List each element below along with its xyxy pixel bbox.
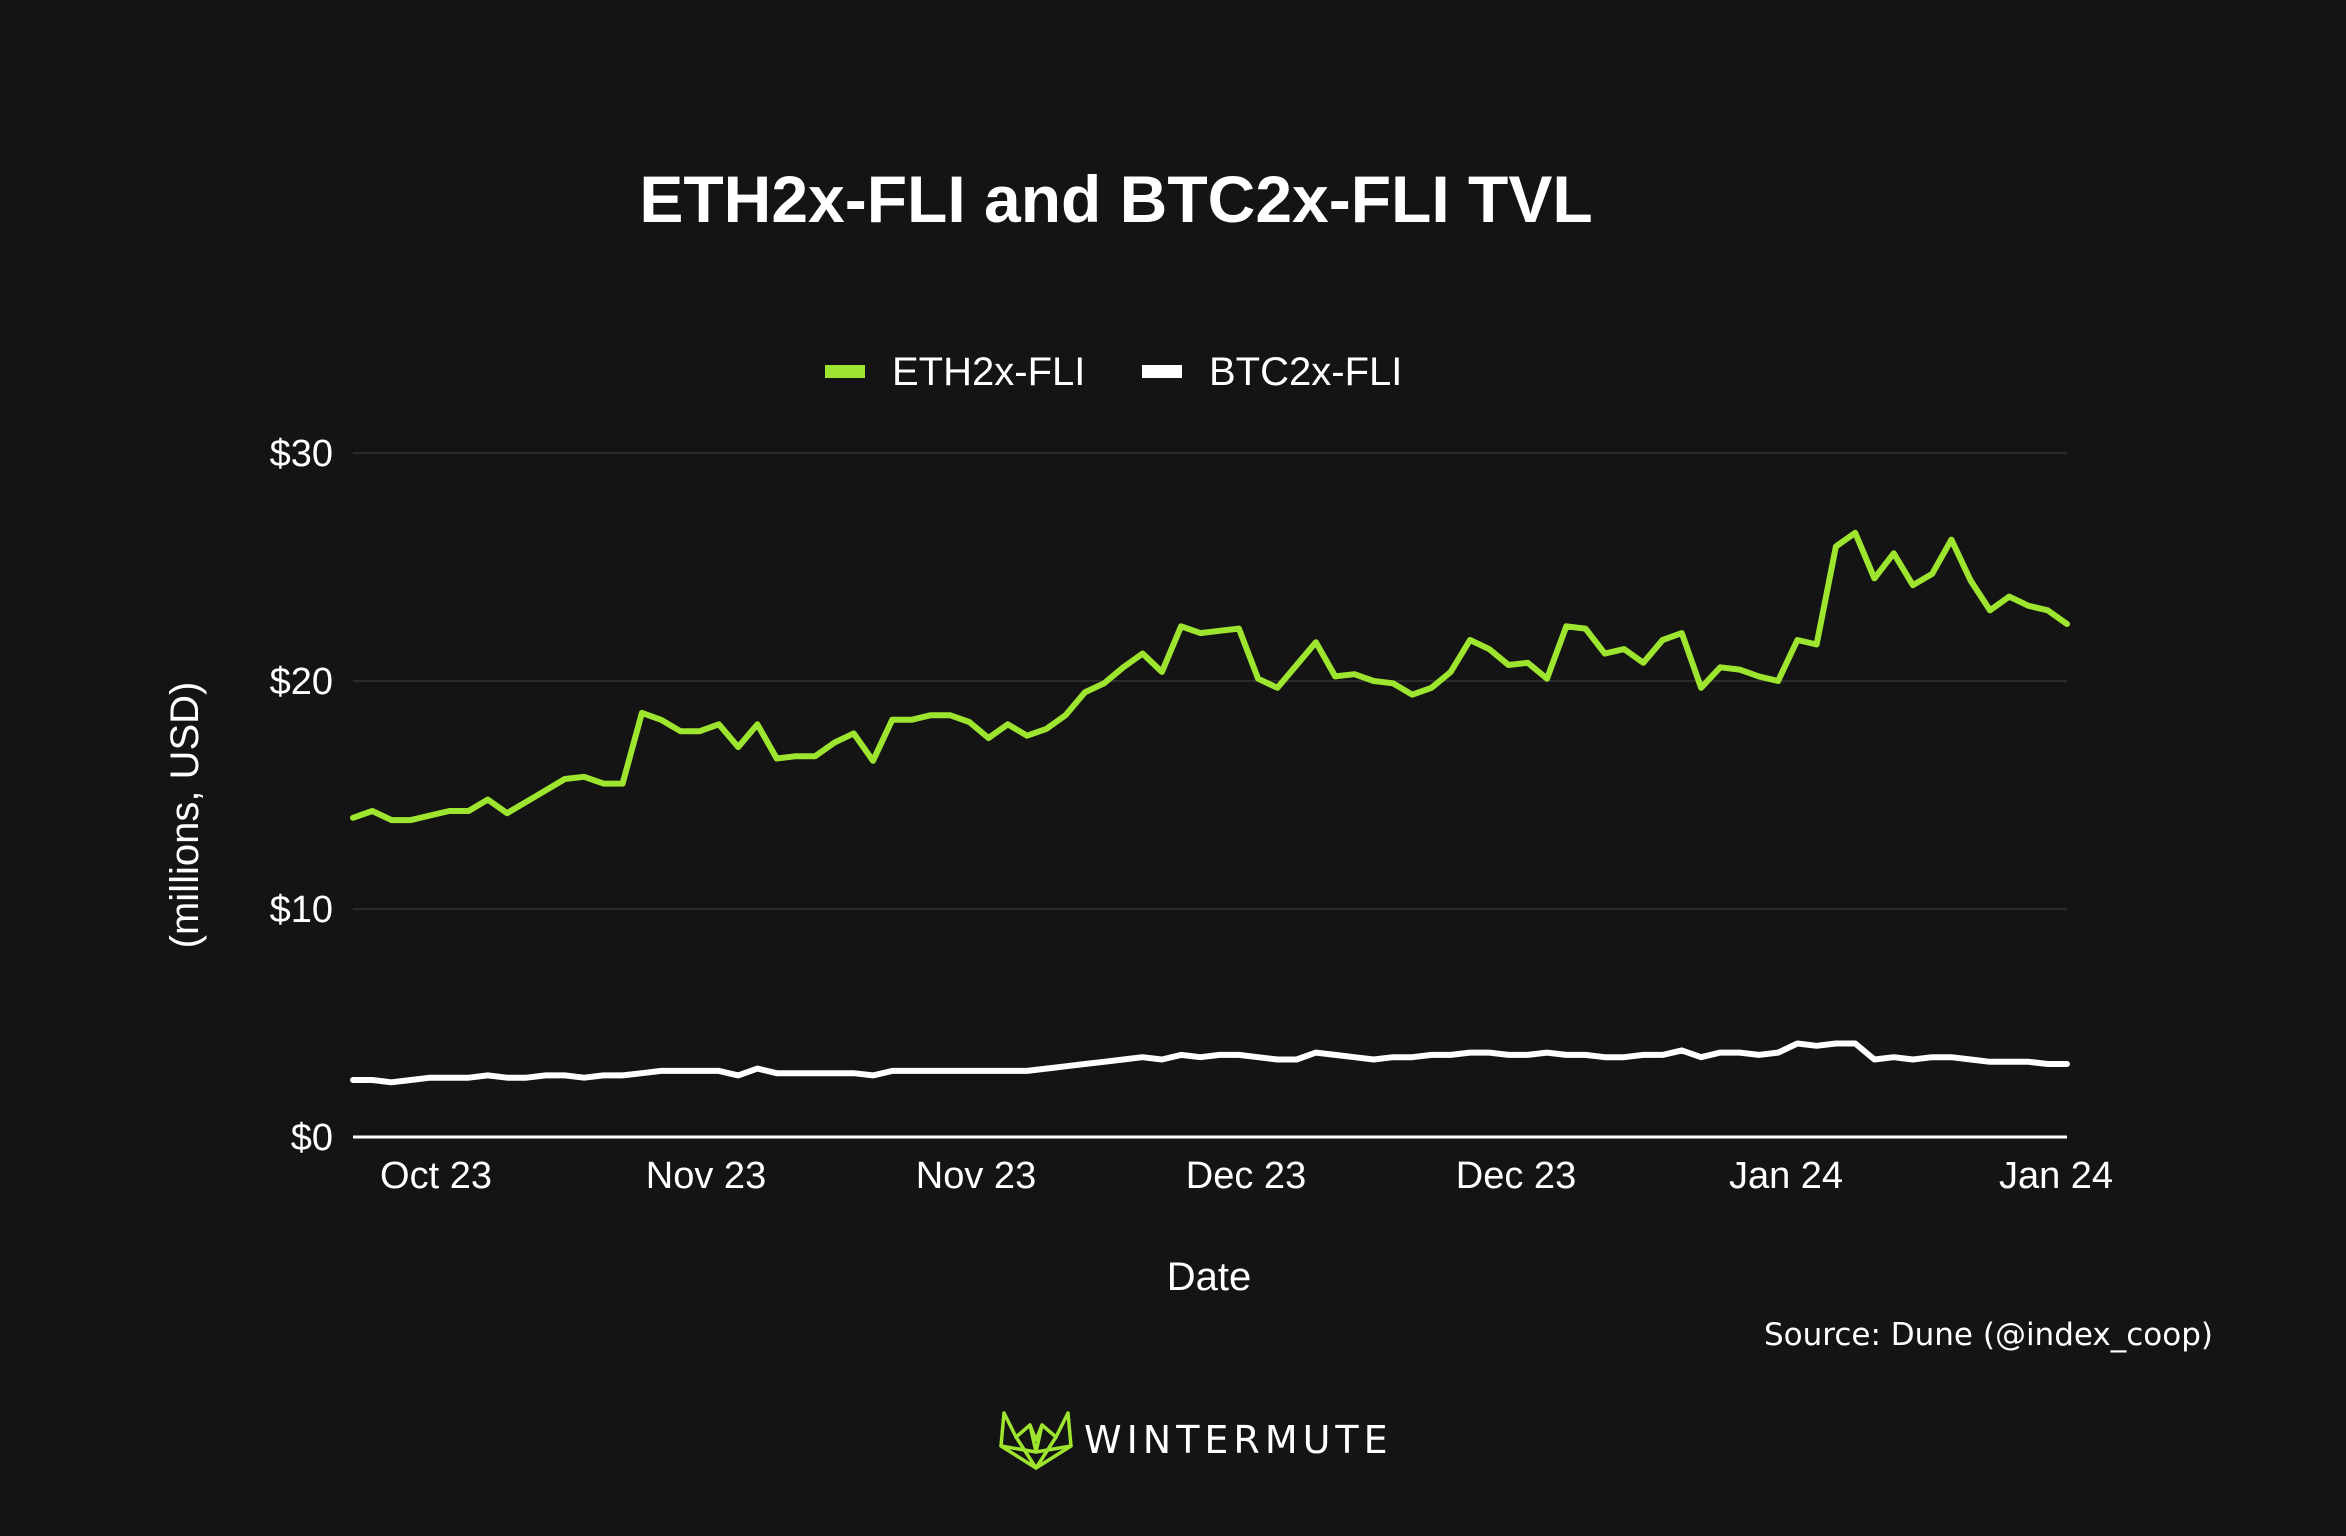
x-tick-label: Jan 24 — [1729, 1155, 1843, 1197]
y-tick-label: $0 — [291, 1117, 333, 1159]
legend: ETH2x-FLI BTC2x-FLI — [825, 350, 1402, 394]
y-axis-ticks: $0 $10 $20 $30 — [270, 433, 333, 1159]
legend-swatch-eth2x-fli — [825, 365, 865, 378]
legend-label-btc2x-fli: BTC2x-FLI — [1209, 350, 1402, 394]
legend-swatch-btc2x-fli — [1142, 365, 1182, 378]
x-tick-label: Nov 23 — [646, 1155, 766, 1197]
x-tick-label: Dec 23 — [1186, 1155, 1306, 1197]
series-line-btc2x-fli — [350, 1040, 2070, 1086]
x-tick-label: Dec 23 — [1456, 1155, 1576, 1197]
source-note: Source: Dune (@index_coop) — [1764, 1317, 2213, 1353]
series-line-eth2x-fli — [350, 529, 2070, 824]
series-lines — [350, 529, 2070, 1086]
x-tick-label: Jan 24 — [1999, 1155, 2113, 1197]
wintermute-fox-icon — [999, 1411, 1073, 1470]
x-axis-label: Date — [1167, 1255, 1252, 1299]
x-tick-label: Nov 23 — [916, 1155, 1036, 1197]
brand-logo: WINTERMUTE — [999, 1411, 1393, 1470]
chart-title: ETH2x-FLI and BTC2x-FLI TVL — [639, 162, 1592, 236]
y-tick-label: $20 — [270, 661, 333, 703]
y-tick-label: $10 — [270, 889, 333, 931]
x-axis-ticks: Oct 23 Nov 23 Nov 23 Dec 23 Dec 23 Jan 24 Jan … — [380, 1155, 2113, 1197]
x-tick-label: Oct 23 — [380, 1155, 492, 1197]
legend-label-eth2x-fli: ETH2x-FLI — [892, 350, 1085, 394]
brand-wordmark: WINTERMUTE — [1084, 1418, 1393, 1462]
y-tick-label: $30 — [270, 433, 333, 475]
y-axis-label: (millions, USD) — [163, 682, 207, 949]
